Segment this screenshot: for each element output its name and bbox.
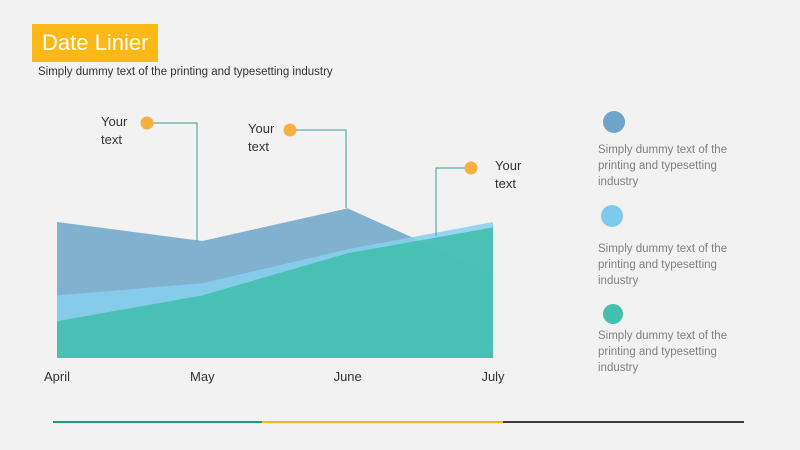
legend-dot-2 xyxy=(601,205,623,227)
callout-label-3: Your text xyxy=(495,158,522,191)
callout-label-2: Your text xyxy=(248,121,275,154)
callout-dot-2 xyxy=(283,123,297,137)
x-tick-label: April xyxy=(44,369,70,384)
x-tick-label: July xyxy=(481,369,505,384)
footer-line-yellow xyxy=(262,421,503,423)
callout-dot-1 xyxy=(140,116,154,130)
page-subtitle: Simply dummy text of the printing and ty… xyxy=(38,66,333,78)
page-title: Date Linier xyxy=(32,24,159,62)
callout-line-2 xyxy=(290,129,347,208)
callout-line-1 xyxy=(147,122,198,242)
legend-text-2: Simply dummy text of the printing and ty… xyxy=(598,243,728,287)
callout-line-3 xyxy=(435,167,471,236)
x-tick-label: June xyxy=(334,369,362,384)
footer-line-dark xyxy=(503,421,744,423)
legend-dot-1 xyxy=(603,111,625,133)
legend-text-1: Simply dummy text of the printing and ty… xyxy=(598,144,728,188)
callout-label-1: Your text xyxy=(101,114,128,147)
callout-dot-3 xyxy=(464,161,478,175)
x-tick-label: May xyxy=(190,369,215,384)
page-title-text: Date Linier xyxy=(42,30,149,55)
area-series-3 xyxy=(57,227,493,358)
legend-dot-3 xyxy=(603,304,623,324)
legend-text-3: Simply dummy text of the printing and ty… xyxy=(598,330,728,374)
footer-line-green xyxy=(53,421,262,423)
